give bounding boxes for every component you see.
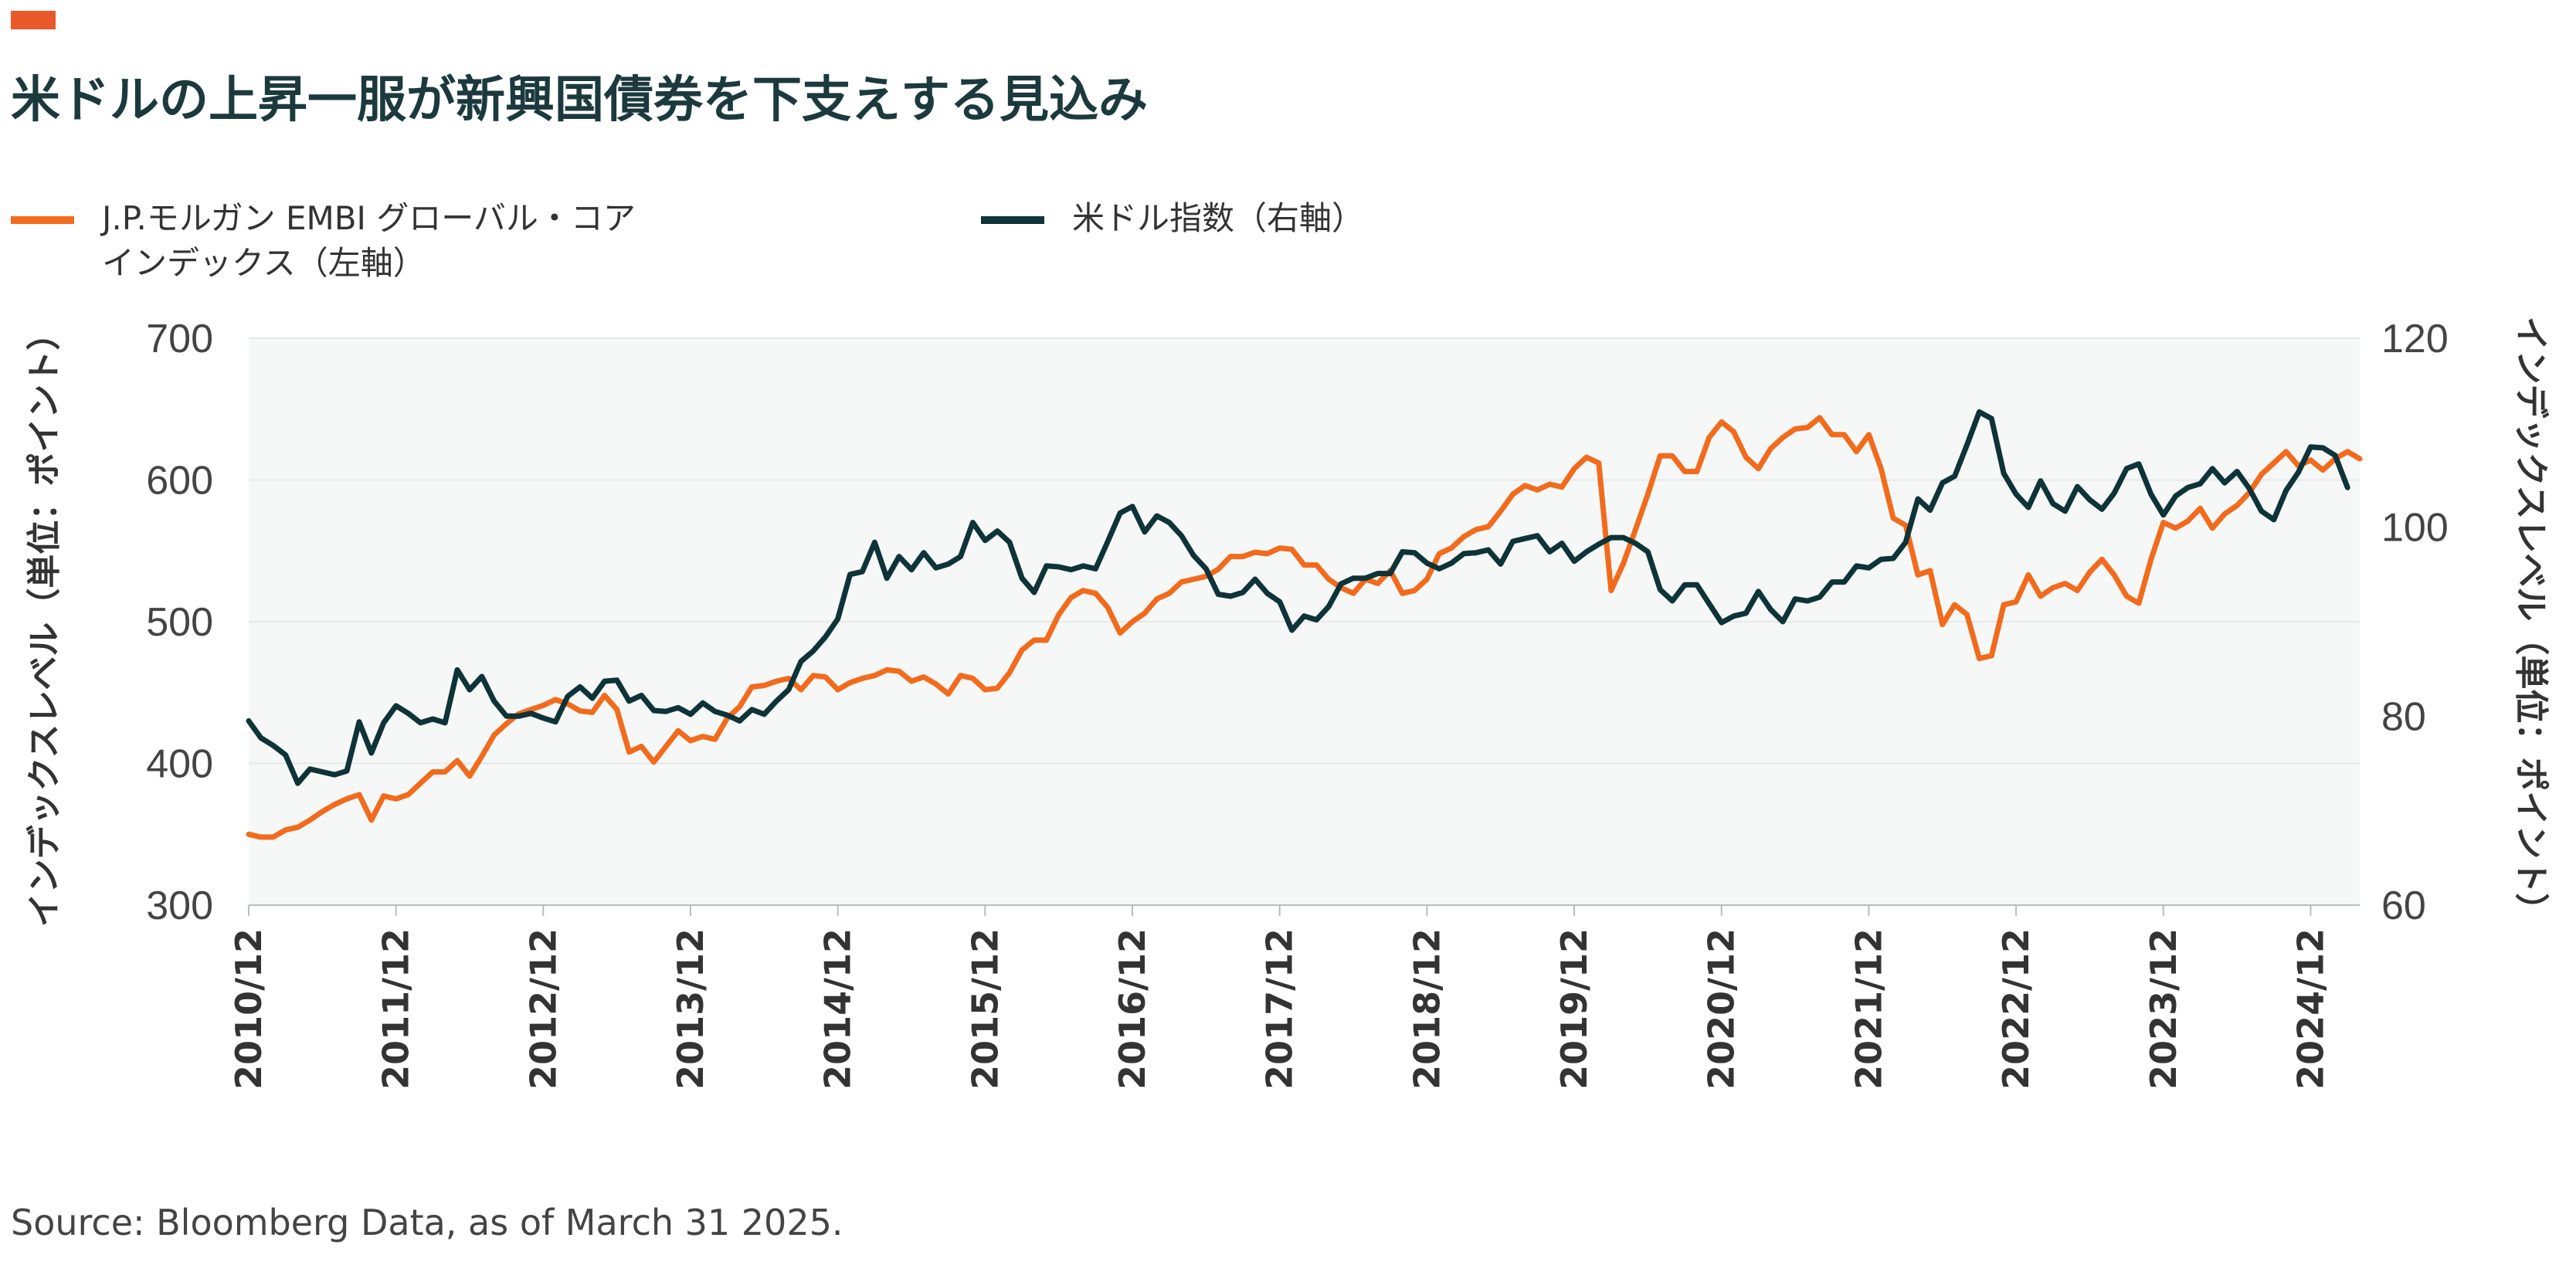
x-tick-label: 2022/12 bbox=[1995, 928, 2037, 1090]
y-left-tick-label: 600 bbox=[146, 459, 213, 504]
source-note: Source: Bloomberg Data, as of March 31 2… bbox=[11, 1202, 843, 1243]
y-right-tick-label: 100 bbox=[2381, 506, 2449, 551]
legend-swatch-embi bbox=[11, 216, 74, 224]
series-line-dxy bbox=[246, 409, 2350, 786]
y-left-tick-label: 700 bbox=[146, 317, 213, 361]
x-tick-label: 2018/12 bbox=[1406, 928, 1448, 1090]
y-right-tick-label: 60 bbox=[2381, 883, 2426, 928]
legend-swatch-dxy bbox=[981, 216, 1044, 224]
y-right-axis-title: インデックスレベル（単位：ポイント） bbox=[2511, 317, 2551, 928]
x-tick-label: 2013/12 bbox=[670, 928, 711, 1090]
x-tick-label: 2010/12 bbox=[228, 928, 270, 1090]
y-left-axis-title: インデックスレベル（単位：ポイント） bbox=[25, 317, 64, 928]
y-right-tick-label: 80 bbox=[2381, 694, 2426, 739]
legend-label-dxy: 米ドル指数（右軸） bbox=[1072, 199, 1365, 237]
x-tick-label: 2020/12 bbox=[1701, 928, 1743, 1090]
legend-label-embi-line2: インデックス（左軸） bbox=[102, 244, 426, 282]
x-tick-label: 2019/12 bbox=[1553, 928, 1595, 1090]
chart-title: 米ドルの上昇一服が新興国債券を下支えする見込み bbox=[11, 72, 1148, 129]
x-tick-label: 2015/12 bbox=[964, 928, 1006, 1090]
y-left-tick-label: 500 bbox=[146, 600, 213, 645]
y-left-tick-label: 400 bbox=[146, 742, 213, 787]
y-left-tick-label: 300 bbox=[146, 883, 213, 928]
x-tick-label: 2012/12 bbox=[522, 928, 564, 1090]
x-tick-label: 2017/12 bbox=[1259, 928, 1301, 1090]
accent-bar bbox=[11, 11, 56, 29]
x-tick-label: 2021/12 bbox=[1848, 928, 1889, 1090]
legend-item-embi: J.P.モルガン EMBI グローバル・コア インデックス（左軸） bbox=[11, 196, 783, 289]
y-right-tick-label: 120 bbox=[2381, 317, 2449, 361]
x-tick-label: 2011/12 bbox=[375, 928, 417, 1090]
legend-item-dxy: 米ドル指数（右軸） bbox=[981, 196, 1599, 242]
line-chart: 300 400 500 600 700 60 80 100 120 2010/12 2011/12 2… bbox=[25, 317, 2551, 1090]
legend-label-embi-line1: J.P.モルガン EMBI グローバル・コア bbox=[102, 199, 636, 237]
x-tick-label: 2023/12 bbox=[2143, 928, 2184, 1090]
x-tick-label: 2016/12 bbox=[1112, 928, 1153, 1090]
x-tick-label: 2024/12 bbox=[2289, 928, 2331, 1090]
series-line-embi bbox=[246, 415, 2363, 840]
x-tick-label: 2014/12 bbox=[817, 928, 859, 1090]
